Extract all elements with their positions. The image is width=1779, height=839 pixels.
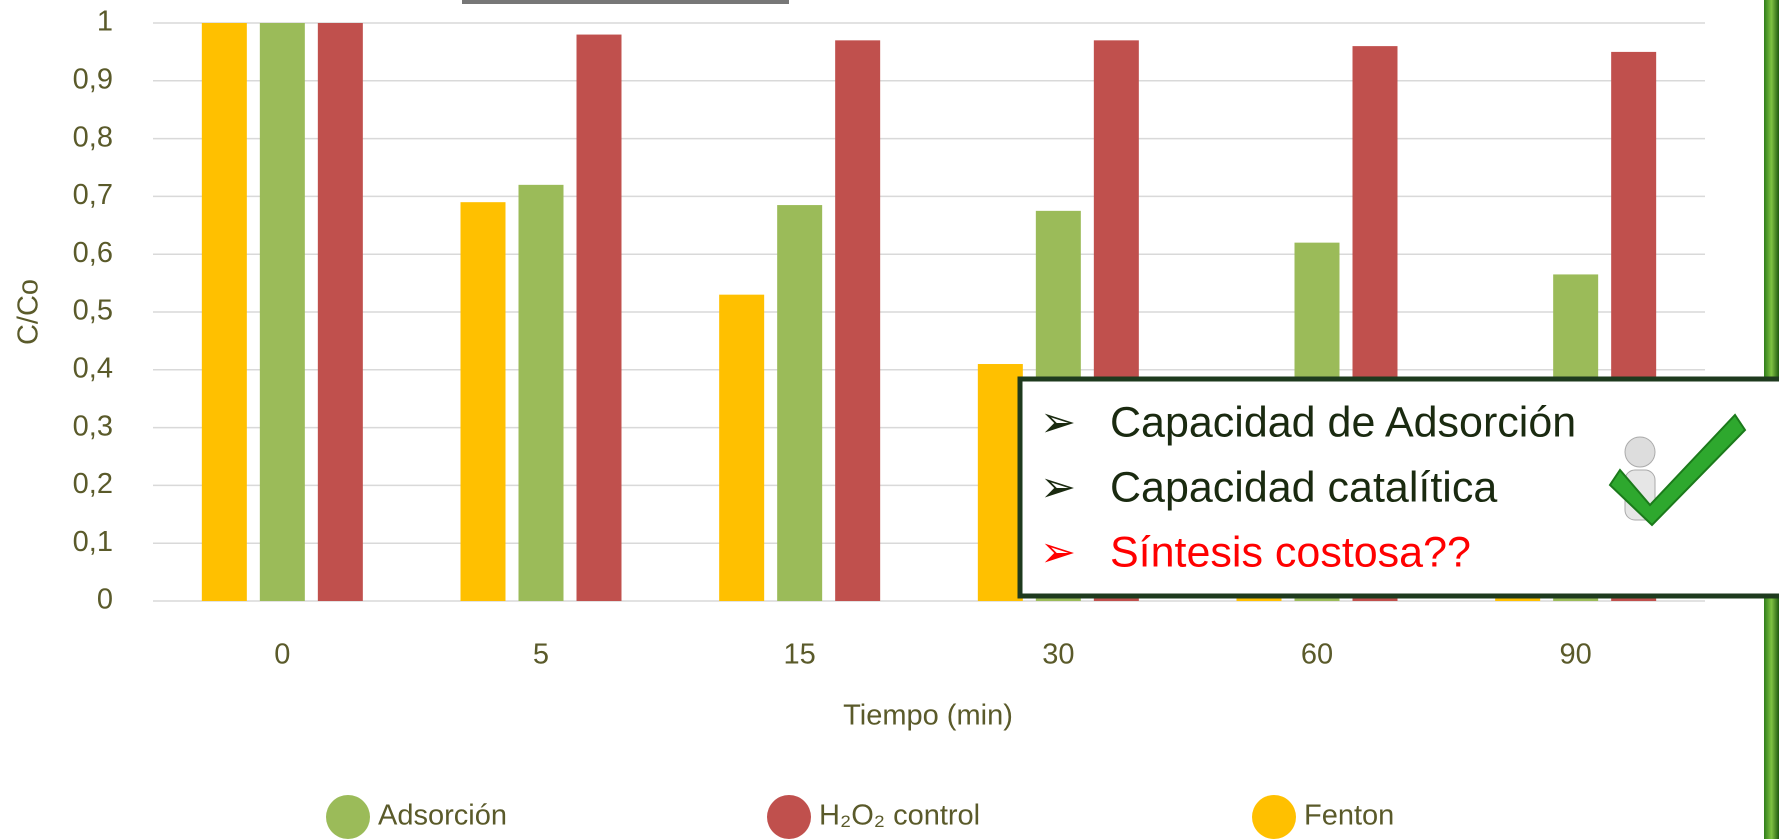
y-tick-label: 0,6 — [73, 237, 113, 269]
bar — [835, 40, 880, 601]
bullet: ➢ — [1040, 528, 1076, 576]
y-tick-label: 0,4 — [73, 352, 113, 384]
legend-label: H₂O₂ control — [819, 800, 980, 832]
bar — [777, 205, 822, 601]
y-tick-label: 0,1 — [73, 526, 113, 558]
y-tick-label: 0 — [97, 584, 113, 616]
y-tick-label: 1 — [97, 6, 113, 38]
legend-label: Adsorción — [378, 800, 507, 832]
y-tick-label: 0,8 — [73, 121, 113, 153]
callout-text: Capacidad de Adsorción — [1110, 398, 1576, 446]
x-tick-label: 90 — [1560, 639, 1592, 671]
y-axis-label: C/Co — [13, 279, 45, 345]
bullet: ➢ — [1040, 463, 1076, 511]
legend-label: Fenton — [1304, 800, 1394, 832]
chart: C/Co Tiempo (min) 0 0,1 0,2 0,3 0,4 0,5 0,6 0,7… — [0, 0, 1779, 839]
legend-swatch — [326, 795, 370, 839]
bar — [318, 23, 363, 601]
y-tick-label: 0,2 — [73, 468, 113, 500]
bar — [978, 364, 1023, 601]
figure-head — [1625, 437, 1655, 467]
photo-strip — [462, 0, 789, 4]
y-tick-label: 0,7 — [73, 179, 113, 211]
callout-text: Síntesis costosa?? — [1110, 528, 1471, 576]
x-tick-label: 60 — [1301, 639, 1333, 671]
bar — [202, 23, 247, 601]
bar — [719, 295, 764, 601]
y-tick-label: 0,5 — [73, 295, 113, 327]
callout-text: Capacidad catalítica — [1110, 463, 1497, 511]
legend-swatch — [1252, 795, 1296, 839]
bar — [577, 35, 622, 601]
x-axis-label: Tiempo (min) — [843, 700, 1013, 732]
x-tick-label: 30 — [1042, 639, 1074, 671]
y-tick-label: 0,9 — [73, 63, 113, 95]
x-tick-label: 5 — [533, 639, 549, 671]
legend-swatch — [767, 795, 811, 839]
bar — [461, 202, 506, 601]
x-tick-label: 15 — [784, 639, 816, 671]
x-tick-label: 0 — [274, 639, 290, 671]
bar — [519, 185, 564, 601]
y-tick-label: 0,3 — [73, 410, 113, 442]
bullet: ➢ — [1040, 398, 1076, 446]
bar — [260, 23, 305, 601]
